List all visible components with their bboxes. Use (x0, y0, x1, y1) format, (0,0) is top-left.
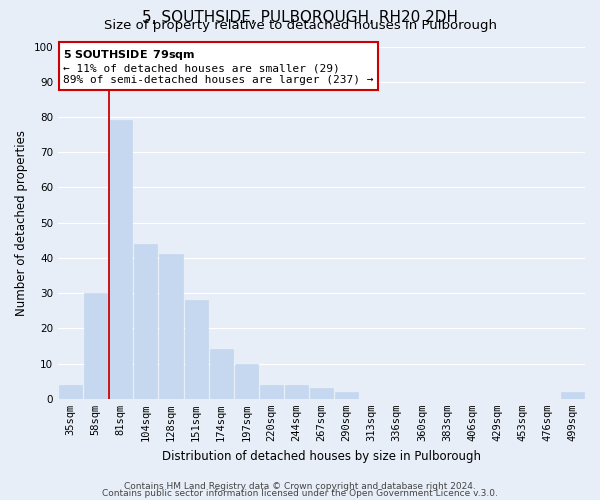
Text: Contains HM Land Registry data © Crown copyright and database right 2024.: Contains HM Land Registry data © Crown c… (124, 482, 476, 491)
Bar (160, 254, 182, 399)
Text: $\bf{5\ SOUTHSIDE\:\ 79sqm}$
← 11% of detached houses are smaller (29)
89% of se: $\bf{5\ SOUTHSIDE\:\ 79sqm}$ ← 11% of de… (64, 48, 374, 86)
Bar (109, 120, 133, 399)
Text: Size of property relative to detached houses in Pulborough: Size of property relative to detached ho… (104, 19, 497, 32)
Bar (260, 384, 283, 399)
Bar (59, 384, 82, 399)
Text: Contains public sector information licensed under the Open Government Licence v.: Contains public sector information licen… (102, 489, 498, 498)
Bar (134, 244, 157, 399)
X-axis label: Distribution of detached houses by size in Pulborough: Distribution of detached houses by size … (162, 450, 481, 462)
Bar (235, 364, 258, 399)
Bar (310, 388, 333, 399)
Bar (84, 293, 107, 399)
Bar (185, 300, 208, 399)
Bar (209, 350, 233, 399)
Text: 5, SOUTHSIDE, PULBOROUGH, RH20 2DH: 5, SOUTHSIDE, PULBOROUGH, RH20 2DH (142, 10, 458, 25)
Bar (285, 384, 308, 399)
Bar (335, 392, 358, 399)
Y-axis label: Number of detached properties: Number of detached properties (15, 130, 28, 316)
Bar (561, 392, 584, 399)
